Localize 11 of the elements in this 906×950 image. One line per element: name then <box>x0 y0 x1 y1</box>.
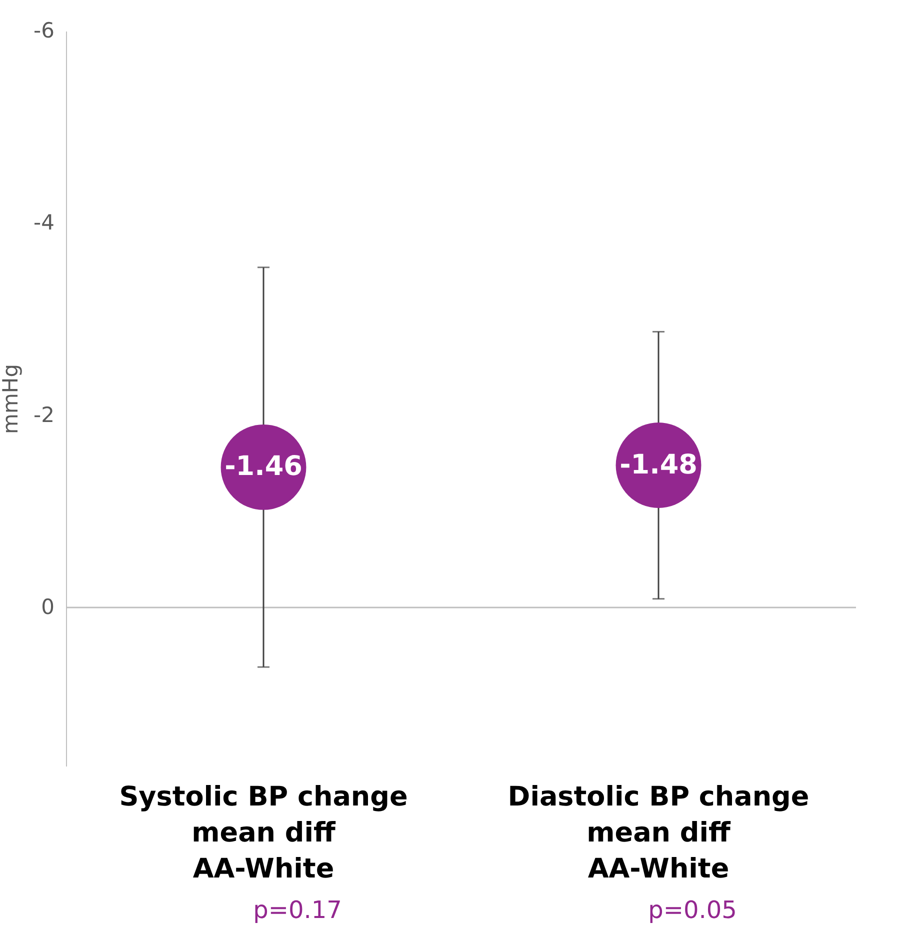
x-tick-label: Systolic BP change mean diff AA-White <box>119 782 408 884</box>
text: p=0.17 <box>252 896 343 924</box>
x-tick-label: Diastolic BP change mean diff AA-White <box>508 782 810 884</box>
y-tick-label: -6 <box>34 18 54 42</box>
y-tick-label: 0 <box>41 594 54 619</box>
y-axis-title: mmHg <box>0 364 23 434</box>
y-tick-label: -4 <box>34 210 54 235</box>
y-tick-label: -2 <box>34 402 54 427</box>
text: p=0.05 <box>647 896 738 924</box>
data-label: -1.48 <box>620 449 698 480</box>
data-label: -1.46 <box>224 451 302 482</box>
